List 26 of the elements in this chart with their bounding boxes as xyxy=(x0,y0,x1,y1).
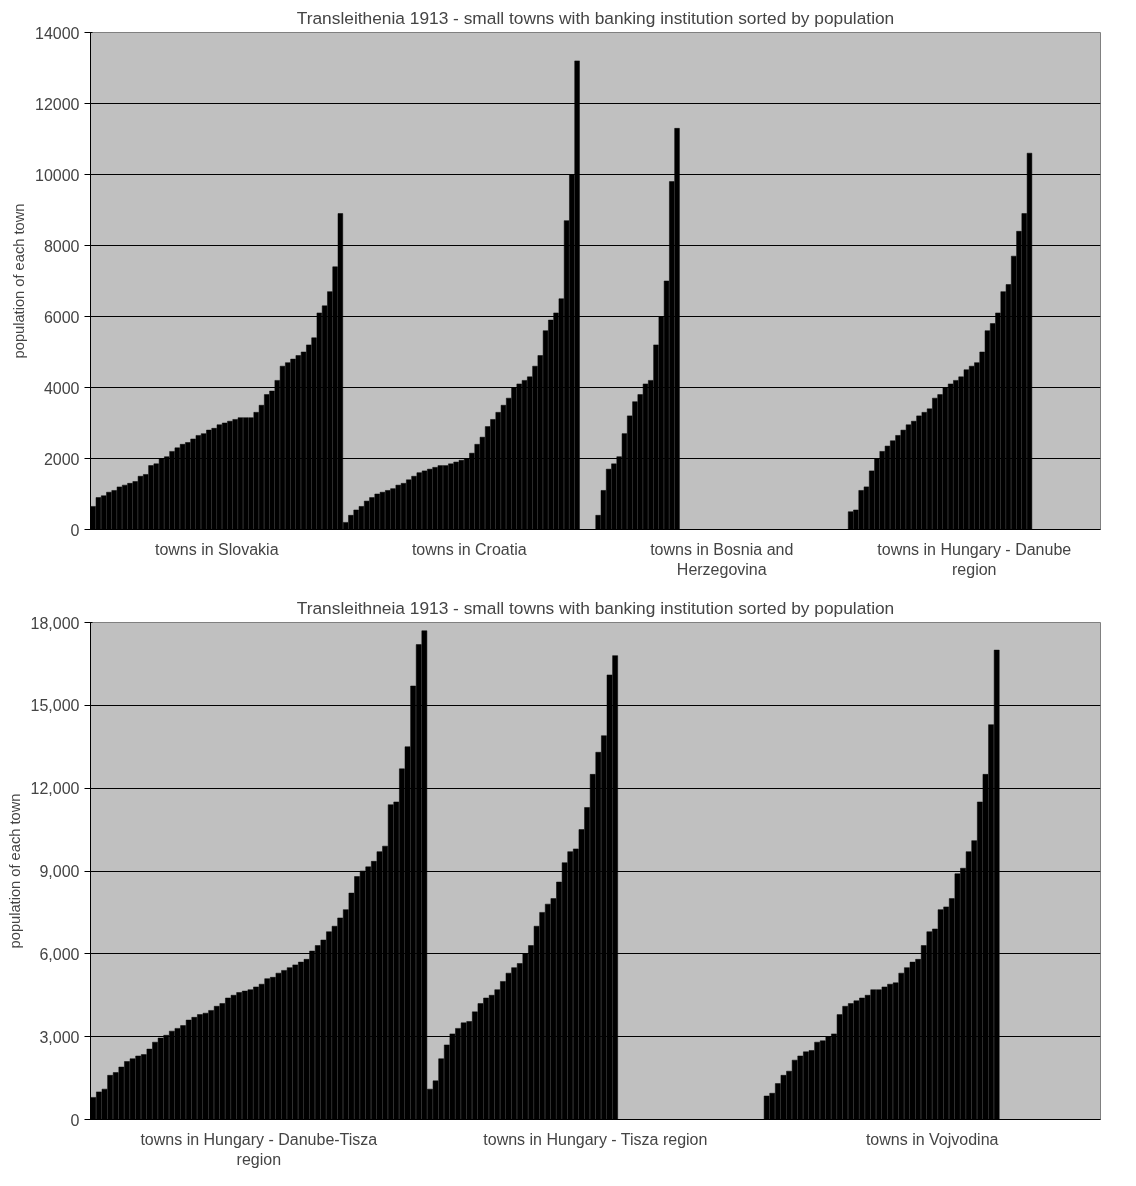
y-tick-label: 10000 xyxy=(35,166,80,184)
y-tick-label: 9,000 xyxy=(39,863,80,880)
x-tick-label: towns in Bosnia and Herzegovina xyxy=(650,540,794,578)
y-axis-title: population of each town xyxy=(11,203,28,359)
x-tick-label: towns in Hungary - Tisza region xyxy=(483,1130,708,1148)
x-tick-label: towns in Hungary - Danube region xyxy=(877,540,1072,578)
y-tick-label: 6,000 xyxy=(39,945,80,963)
x-tick-label: towns in Croatia xyxy=(411,540,527,558)
chart-title: Transleithenia 1913 - small towns with banking institution sorted by population xyxy=(296,7,895,28)
y-tick-label: 4000 xyxy=(43,379,80,397)
y-tick-label: 18,000 xyxy=(30,614,80,632)
y-tick-label: 2000 xyxy=(43,450,80,468)
chart-title: Transleithneia 1913 - small towns with banking institution sorted by population xyxy=(296,597,895,618)
y-tick-label: 6000 xyxy=(43,308,80,326)
x-tick-label: towns in Hungary - Danube-Tisza region xyxy=(140,1130,378,1168)
y-tick-label: 8000 xyxy=(43,237,80,255)
x-tick-label: towns in Slovakia xyxy=(154,540,279,558)
y-axis-title: population of each town xyxy=(6,793,23,949)
y-tick-label: 14000 xyxy=(35,24,80,42)
y-tick-label: 12,000 xyxy=(30,780,80,798)
y-tick-label: 0 xyxy=(70,521,80,539)
y-tick-label: 3,000 xyxy=(39,1028,80,1046)
y-tick-label: 12000 xyxy=(35,95,80,113)
y-tick-label: 0 xyxy=(70,1111,80,1129)
x-tick-label: towns in Vojvodina xyxy=(865,1130,999,1148)
y-tick-label: 15,000 xyxy=(30,697,80,715)
